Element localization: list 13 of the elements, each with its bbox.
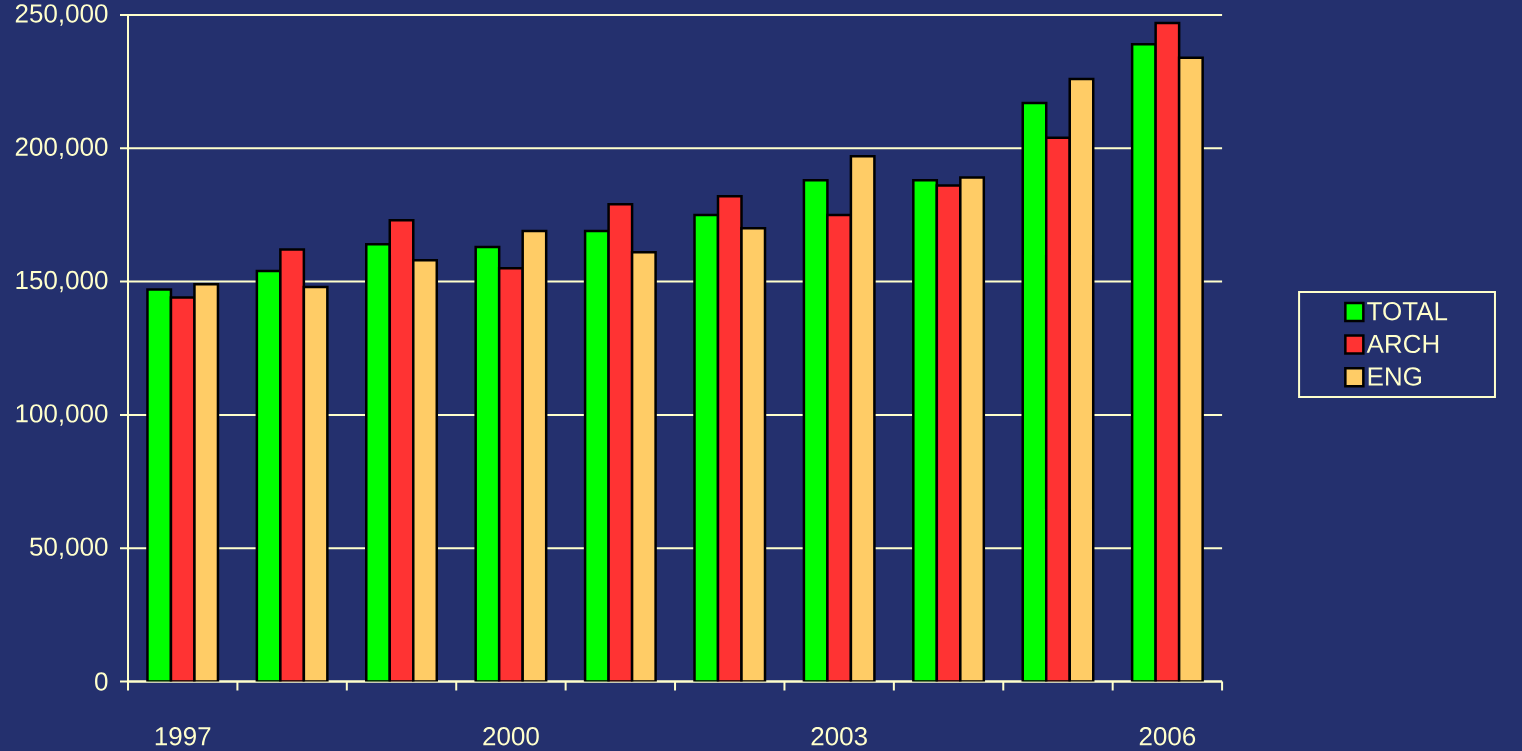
y-tick-label: 200,000 [15, 137, 108, 160]
y-tick-label: 250,000 [15, 4, 108, 26]
y-tick-label: 150,000 [16, 270, 108, 293]
legend-label: ENG [1368, 367, 1421, 386]
legend-label: ARCH [1366, 334, 1439, 354]
x-tick-label: 2003 [811, 727, 867, 746]
x-tick-label: 1997 [155, 727, 211, 746]
legend-label: TOTAL [1367, 302, 1448, 321]
y-tick-label: 0 [95, 672, 108, 691]
y-tick-label: 50,000 [30, 537, 108, 559]
x-tick-label: 2006 [1139, 727, 1196, 746]
x-tick-label: 2000 [483, 727, 539, 746]
y-tick-label: 100,000 [16, 404, 108, 426]
